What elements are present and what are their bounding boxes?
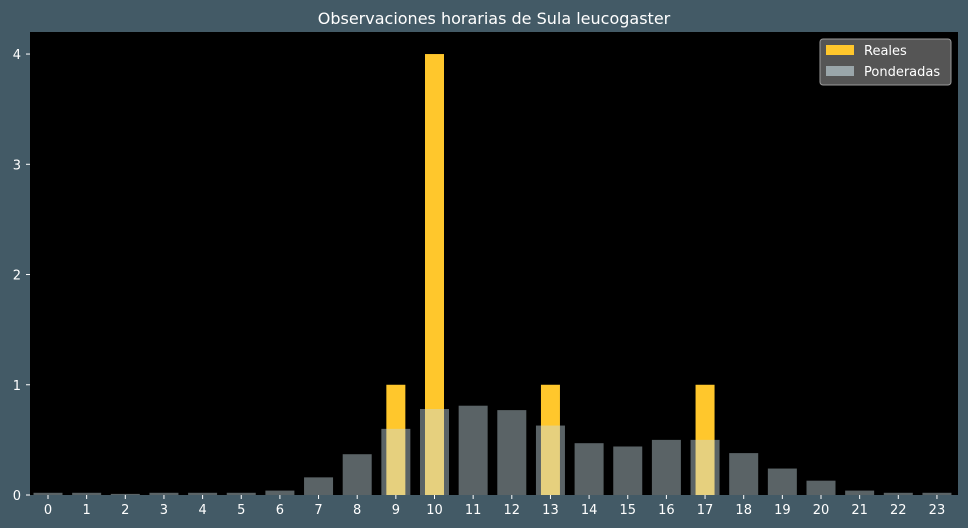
bar-ponderadas-hour-0 — [33, 492, 63, 495]
bar-reales-hour-9 — [386, 384, 406, 495]
bar-ponderadas-hour-9 — [381, 428, 411, 495]
bar-ponderadas-hour-23 — [922, 492, 952, 495]
x-tick-label-23: 23 — [929, 503, 946, 518]
bar-ponderadas-hour-18 — [729, 453, 759, 495]
x-tick-label-10: 10 — [426, 503, 443, 518]
x-tick-label-6: 6 — [276, 503, 284, 518]
x-tick-label-13: 13 — [542, 503, 559, 518]
bar-ponderadas-hour-8 — [342, 454, 372, 495]
bar-ponderadas-hour-22 — [883, 492, 913, 495]
x-tick-label-16: 16 — [658, 503, 675, 518]
bar-ponderadas-hour-12 — [497, 410, 527, 495]
bar-ponderadas-hour-20 — [806, 480, 836, 495]
x-tick-label-18: 18 — [735, 503, 752, 518]
plot-area — [30, 32, 958, 495]
bar-ponderadas-hour-5 — [226, 492, 256, 495]
bar-ponderadas-hour-13 — [535, 425, 565, 495]
chart-title: Observaciones horarias de Sula leucogast… — [318, 9, 671, 28]
bar-ponderadas-hour-19 — [767, 468, 797, 495]
bar-ponderadas-hour-17 — [690, 439, 720, 495]
x-tick-label-14: 14 — [581, 503, 598, 518]
bar-ponderadas-hour-4 — [188, 492, 218, 495]
x-tick-label-1: 1 — [83, 503, 91, 518]
bar-ponderadas-hour-10 — [420, 409, 449, 495]
x-tick-label-2: 2 — [121, 503, 129, 518]
legend-label-reales: Reales — [864, 44, 907, 59]
x-tick-label-12: 12 — [504, 503, 521, 518]
x-tick-label-5: 5 — [237, 503, 245, 518]
bar-ponderadas-hour-21 — [845, 490, 875, 495]
legend-swatch-ponderadas — [826, 66, 854, 76]
y-tick-label-2: 2 — [13, 269, 21, 284]
bar-ponderadas-hour-15 — [613, 446, 643, 495]
bar-ponderadas-hour-11 — [458, 405, 488, 495]
legend: Reales Ponderadas — [819, 38, 952, 86]
bar-reales-hour-10 — [425, 54, 444, 496]
y-tick-label-3: 3 — [13, 158, 21, 173]
x-tick-label-19: 19 — [774, 503, 791, 518]
x-tick-label-15: 15 — [619, 503, 636, 518]
axes: 0 1 2 3 4 5 6 7 8 9 10 11 12 13 14 15 16 17 18 19 20 21 22 2301… — [13, 48, 946, 518]
x-tick-label-21: 21 — [851, 503, 868, 518]
bar-ponderadas-hour-16 — [651, 439, 681, 495]
y-tick-label-0: 0 — [13, 489, 21, 504]
x-tick-label-3: 3 — [160, 503, 168, 518]
bar-reales-hour-17 — [695, 384, 715, 495]
x-tick-label-20: 20 — [813, 503, 830, 518]
x-tick-label-22: 22 — [890, 503, 907, 518]
bar-ponderadas-hour-3 — [149, 492, 179, 495]
bar-ponderadas-hour-14 — [574, 443, 604, 495]
bar-ponderadas-hour-7 — [304, 477, 334, 495]
bar-ponderadas-hour-6 — [265, 490, 295, 495]
x-tick-label-11: 11 — [465, 503, 482, 518]
x-tick-label-4: 4 — [198, 503, 206, 518]
bar-reales-hour-13 — [540, 384, 560, 495]
x-tick-label-8: 8 — [353, 503, 361, 518]
bar-ponderadas-hour-1 — [72, 492, 102, 495]
x-tick-label-9: 9 — [392, 503, 400, 518]
y-tick-label-4: 4 — [13, 48, 21, 63]
x-tick-label-0: 0 — [44, 503, 52, 518]
series-reales — [386, 54, 715, 496]
x-tick-label-7: 7 — [314, 503, 322, 518]
legend-label-ponderadas: Ponderadas — [864, 65, 940, 80]
x-tick-label-17: 17 — [697, 503, 714, 518]
series-ponderadas — [33, 405, 952, 495]
y-tick-label-1: 1 — [13, 379, 21, 394]
bar-ponderadas-hour-2 — [110, 493, 140, 495]
legend-swatch-reales — [826, 45, 854, 55]
